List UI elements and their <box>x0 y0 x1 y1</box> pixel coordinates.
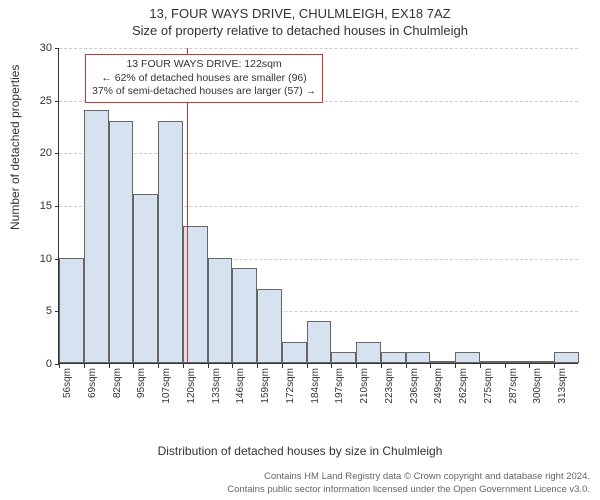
y-tick-mark <box>55 153 59 154</box>
x-tick-label: 300sqm <box>532 368 543 404</box>
x-tick-label: 249sqm <box>433 368 444 404</box>
x-tick-mark <box>59 364 60 368</box>
x-tick-mark <box>430 364 431 368</box>
x-tick-label: 82sqm <box>112 368 123 398</box>
x-tick-mark <box>282 364 283 368</box>
y-tick-label: 5 <box>22 305 52 317</box>
chart-area: 56sqm 69sqm 82sqm 95sqm 107sqm 120sqm 133sqm 14… <box>58 48 578 408</box>
annotation-line: 37% of semi-detached houses are larger (… <box>92 85 316 99</box>
y-tick-mark <box>55 48 59 49</box>
x-tick-mark <box>133 364 134 368</box>
x-tick-mark <box>208 364 209 368</box>
x-tick-label: 236sqm <box>409 368 420 404</box>
x-tick-mark <box>455 364 456 368</box>
y-axis-label: Number of detached properties <box>8 65 22 230</box>
histogram-bar <box>455 352 480 363</box>
y-tick-label: 25 <box>22 95 52 107</box>
histogram-bar <box>59 258 84 363</box>
x-tick-label: 133sqm <box>211 368 222 404</box>
x-tick-label: 262sqm <box>458 368 469 404</box>
histogram-bar <box>208 258 233 363</box>
chart-title-main: 13, FOUR WAYS DRIVE, CHULMLEIGH, EX18 7A… <box>0 0 600 21</box>
histogram-bar <box>430 361 455 363</box>
x-axis-label: Distribution of detached houses by size … <box>0 444 600 458</box>
x-tick-mark <box>257 364 258 368</box>
x-tick-label: 172sqm <box>285 368 296 404</box>
x-tick-mark <box>109 364 110 368</box>
x-tick-label: 210sqm <box>359 368 370 404</box>
x-tick-mark <box>529 364 530 368</box>
footer-attribution: Contains HM Land Registry data © Crown c… <box>227 471 590 496</box>
x-tick-label: 107sqm <box>161 368 172 404</box>
footer-line-1: Contains HM Land Registry data © Crown c… <box>227 471 590 483</box>
x-tick-label: 287sqm <box>508 368 519 404</box>
x-tick-label: 275sqm <box>483 368 494 404</box>
x-tick-label: 223sqm <box>384 368 395 404</box>
x-tick-mark <box>232 364 233 368</box>
x-tick-mark <box>406 364 407 368</box>
histogram-bar <box>480 361 505 363</box>
histogram-bar <box>554 352 579 363</box>
y-tick-label: 15 <box>22 200 52 212</box>
annotation-line: ← 62% of detached houses are smaller (96… <box>92 72 316 86</box>
x-tick-label: 159sqm <box>260 368 271 404</box>
histogram-bar <box>356 342 381 363</box>
x-tick-mark <box>381 364 382 368</box>
histogram-bar <box>84 110 109 363</box>
histogram-bar <box>529 361 554 363</box>
x-tick-label: 184sqm <box>310 368 321 404</box>
x-tick-label: 120sqm <box>186 368 197 404</box>
histogram-bar <box>109 121 134 363</box>
plot-area: 56sqm69sqm82sqm95sqm107sqm120sqm133sqm14… <box>58 48 578 364</box>
x-tick-label: 146sqm <box>235 368 246 404</box>
y-tick-mark <box>55 101 59 102</box>
grid-line <box>59 48 578 49</box>
x-tick-mark <box>158 364 159 368</box>
histogram-bar <box>232 268 257 363</box>
annotation-box: 13 FOUR WAYS DRIVE: 122sqm← 62% of detac… <box>85 54 323 103</box>
x-tick-mark <box>331 364 332 368</box>
x-tick-label: 95sqm <box>136 368 147 398</box>
grid-line <box>59 153 578 154</box>
histogram-bar <box>406 352 431 363</box>
chart-title-sub: Size of property relative to detached ho… <box>0 21 600 38</box>
footer-line-2: Contains public sector information licen… <box>227 484 590 496</box>
annotation-line: 13 FOUR WAYS DRIVE: 122sqm <box>92 58 316 72</box>
x-tick-mark <box>505 364 506 368</box>
histogram-bar <box>331 352 356 363</box>
x-tick-label: 313sqm <box>557 368 568 404</box>
y-tick-label: 10 <box>22 253 52 265</box>
x-tick-mark <box>307 364 308 368</box>
y-tick-mark <box>55 206 59 207</box>
histogram-bar <box>158 121 183 363</box>
y-tick-label: 0 <box>22 358 52 370</box>
histogram-bar <box>505 361 530 363</box>
x-tick-label: 69sqm <box>87 368 98 398</box>
x-tick-label: 197sqm <box>334 368 345 404</box>
histogram-bar <box>381 352 406 363</box>
histogram-bar <box>307 321 332 363</box>
y-tick-label: 30 <box>22 42 52 54</box>
x-tick-mark <box>356 364 357 368</box>
x-tick-mark <box>480 364 481 368</box>
y-tick-label: 20 <box>22 147 52 159</box>
x-tick-mark <box>183 364 184 368</box>
histogram-bar <box>133 194 158 363</box>
x-tick-mark <box>84 364 85 368</box>
histogram-bar <box>282 342 307 363</box>
x-tick-mark <box>554 364 555 368</box>
x-tick-label: 56sqm <box>62 368 73 398</box>
histogram-bar <box>257 289 282 363</box>
